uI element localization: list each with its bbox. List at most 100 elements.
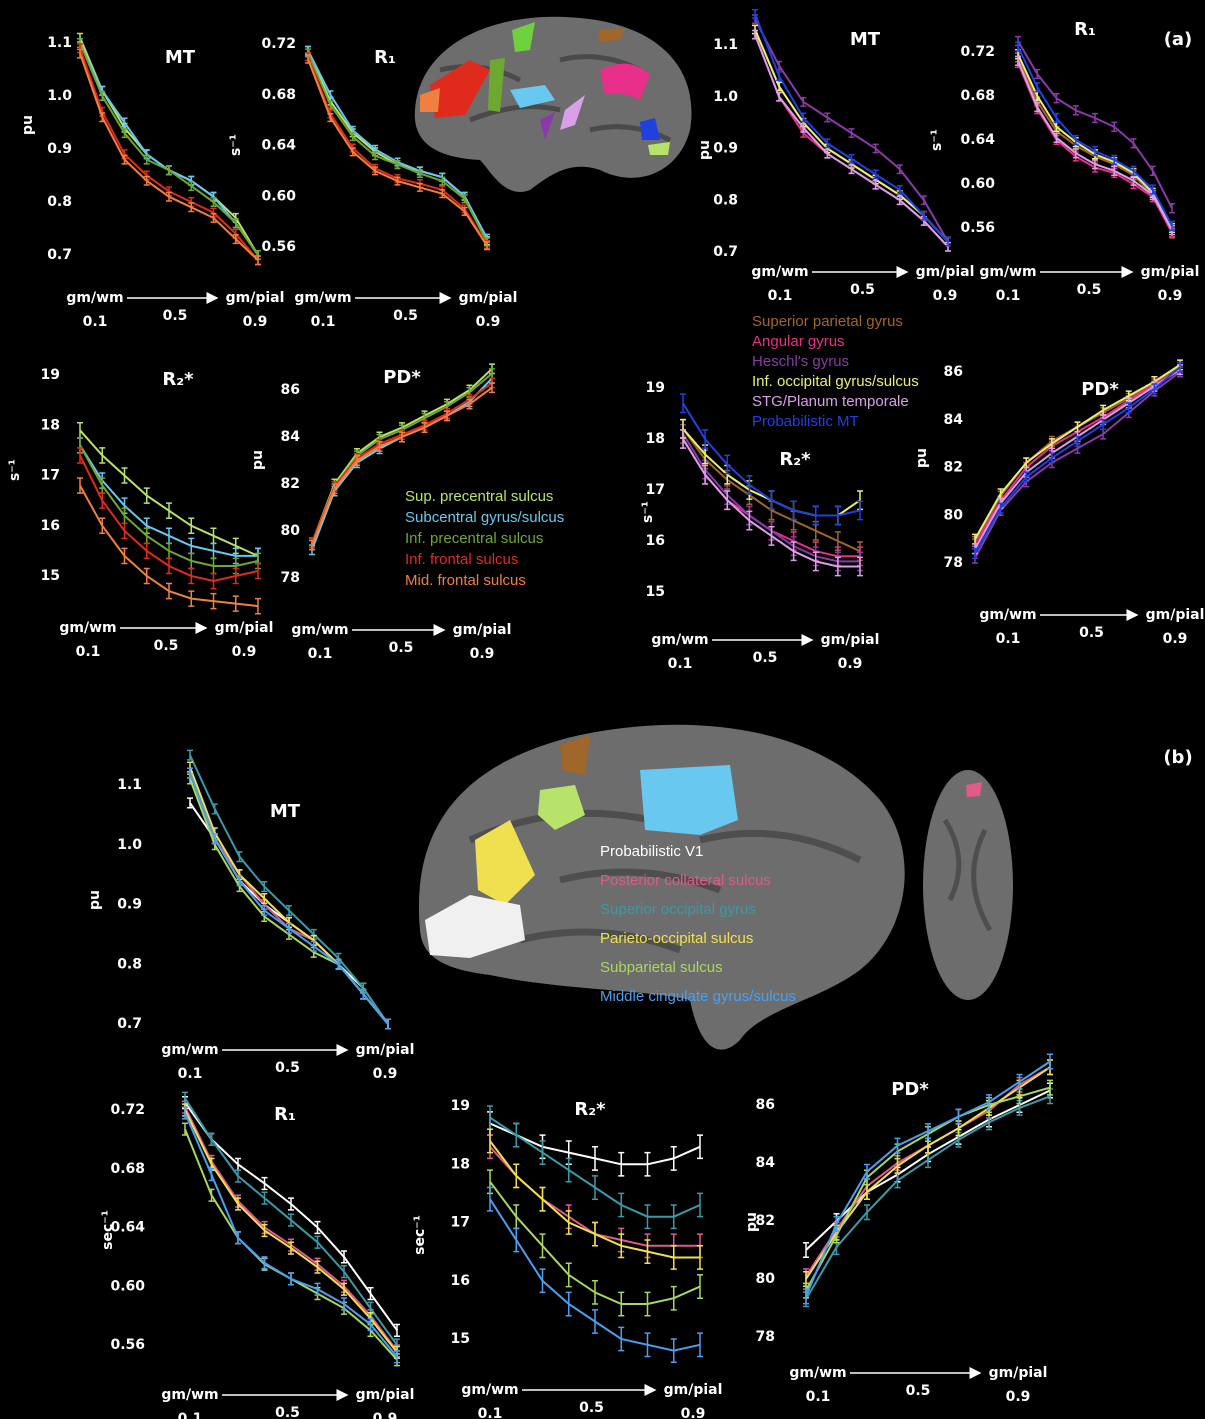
y-axis-label: s⁻¹ xyxy=(640,501,656,523)
error-bar xyxy=(232,595,239,612)
error-bar xyxy=(752,9,758,19)
error-bar xyxy=(1092,159,1098,170)
error-bar xyxy=(746,510,753,531)
x-tick-label: 0.1 xyxy=(76,644,101,660)
error-bar xyxy=(487,1128,493,1154)
x-tick-label: 0.1 xyxy=(996,288,1021,304)
error-bar xyxy=(803,1288,809,1305)
error-bar xyxy=(188,590,195,607)
y-axis-label: pu xyxy=(697,140,713,160)
error-bar xyxy=(182,1106,188,1120)
y-axis-label: s⁻¹ xyxy=(228,134,244,156)
error-bar xyxy=(1111,165,1118,176)
error-bar xyxy=(800,122,807,133)
y-tick-label: 1.1 xyxy=(47,35,72,51)
x-tick-label: 0.1 xyxy=(308,646,333,662)
error-bar xyxy=(421,422,428,434)
error-bar xyxy=(235,1197,241,1211)
error-bar xyxy=(372,151,379,161)
x-axis-label: gm/pial xyxy=(916,264,975,280)
legend-entry: Inf. occipital gyrus/sulcus xyxy=(752,373,919,390)
error-bar xyxy=(848,153,855,164)
error-bar xyxy=(331,483,338,495)
x-tick-label: 0.1 xyxy=(768,288,793,304)
y-tick-label: 86 xyxy=(281,382,300,398)
error-bar xyxy=(121,467,128,484)
error-bar xyxy=(812,505,819,526)
error-bar xyxy=(925,1123,931,1140)
error-bar xyxy=(1047,1079,1053,1096)
error-bar xyxy=(121,128,128,139)
error-bar xyxy=(1130,165,1137,176)
y-tick-label: 86 xyxy=(944,364,963,380)
error-bar xyxy=(288,1272,294,1286)
error-bar xyxy=(1034,82,1041,93)
x-tick-label: 0.9 xyxy=(373,1066,398,1082)
error-bar xyxy=(1072,105,1079,116)
y-tick-label: 80 xyxy=(944,507,964,523)
error-bar xyxy=(489,382,495,394)
y-tick-label: 0.56 xyxy=(110,1337,145,1353)
error-bar xyxy=(592,1221,598,1247)
y-tick-label: 16 xyxy=(646,533,665,549)
chart-title: R₂* xyxy=(779,449,811,470)
x-axis-label: gm/wm xyxy=(161,1387,218,1403)
error-bar xyxy=(776,91,783,102)
error-bar xyxy=(800,112,807,123)
y-tick-label: 0.72 xyxy=(110,1102,145,1118)
x-tick-label: 0.1 xyxy=(178,1066,203,1082)
error-bar xyxy=(872,179,879,190)
x-axis-label: gm/pial xyxy=(453,622,512,638)
error-bar xyxy=(261,1256,268,1270)
y-axis-label: pu xyxy=(744,1212,760,1232)
error-bar xyxy=(746,474,753,495)
chart-title: R₂* xyxy=(162,369,194,390)
error-bar xyxy=(697,1134,703,1160)
error-bar xyxy=(208,1132,215,1146)
error-bar xyxy=(1023,471,1030,483)
error-bar xyxy=(372,166,379,176)
y-tick-label: 0.64 xyxy=(960,132,995,148)
error-bar xyxy=(327,113,334,123)
y-tick-label: 84 xyxy=(756,1155,776,1171)
legend-entry: Sup. precentral sulcus xyxy=(405,488,553,505)
error-bar xyxy=(1034,101,1041,113)
y-tick-label: 0.9 xyxy=(117,897,142,913)
error-bar xyxy=(399,431,405,443)
error-bar xyxy=(697,1274,703,1299)
error-bar xyxy=(354,455,360,466)
error-bar xyxy=(261,1191,268,1205)
y-tick-label: 0.60 xyxy=(261,188,296,204)
error-bar xyxy=(77,477,83,494)
y-tick-label: 0.8 xyxy=(117,956,142,972)
legend-entry: Probabilistic MT xyxy=(752,413,859,430)
error-bar xyxy=(394,1323,400,1337)
error-bar xyxy=(385,1018,391,1030)
error-bar xyxy=(824,112,831,123)
error-bar xyxy=(1149,184,1156,195)
error-bar xyxy=(376,440,383,452)
error-bar xyxy=(236,851,243,863)
chart: R₁ s⁻¹ 0.56 0.60 0.64 0.68 0.72 gm/wm gm/pial 0.1… xyxy=(929,19,1199,304)
brain-medial xyxy=(418,724,1013,1050)
error-bar xyxy=(1015,55,1021,66)
x-tick-label: 0.1 xyxy=(178,1411,203,1419)
y-tick-label: 78 xyxy=(944,555,963,571)
x-tick-label: 0.5 xyxy=(389,640,414,656)
error-bar xyxy=(1053,112,1060,124)
x-axis-label: gm/pial xyxy=(821,632,880,648)
error-bar xyxy=(1016,1073,1023,1090)
error-bar xyxy=(697,1192,703,1218)
y-tick-label: 0.7 xyxy=(713,244,738,260)
x-axis-label: gm/wm xyxy=(461,1382,518,1398)
error-bar xyxy=(539,1140,546,1165)
y-tick-label: 0.68 xyxy=(261,87,296,103)
error-bar xyxy=(310,940,317,952)
x-tick-label: 0.9 xyxy=(470,646,495,662)
chart: MT pu 0.7 0.8 0.9 1.0 1.1 gm/wm gm/pial 0.1 0.5 0.9 xyxy=(697,9,975,304)
x-tick-label: 0.5 xyxy=(275,1405,300,1419)
error-bar xyxy=(235,1169,241,1183)
error-bar xyxy=(349,147,356,157)
error-bar xyxy=(776,71,783,81)
